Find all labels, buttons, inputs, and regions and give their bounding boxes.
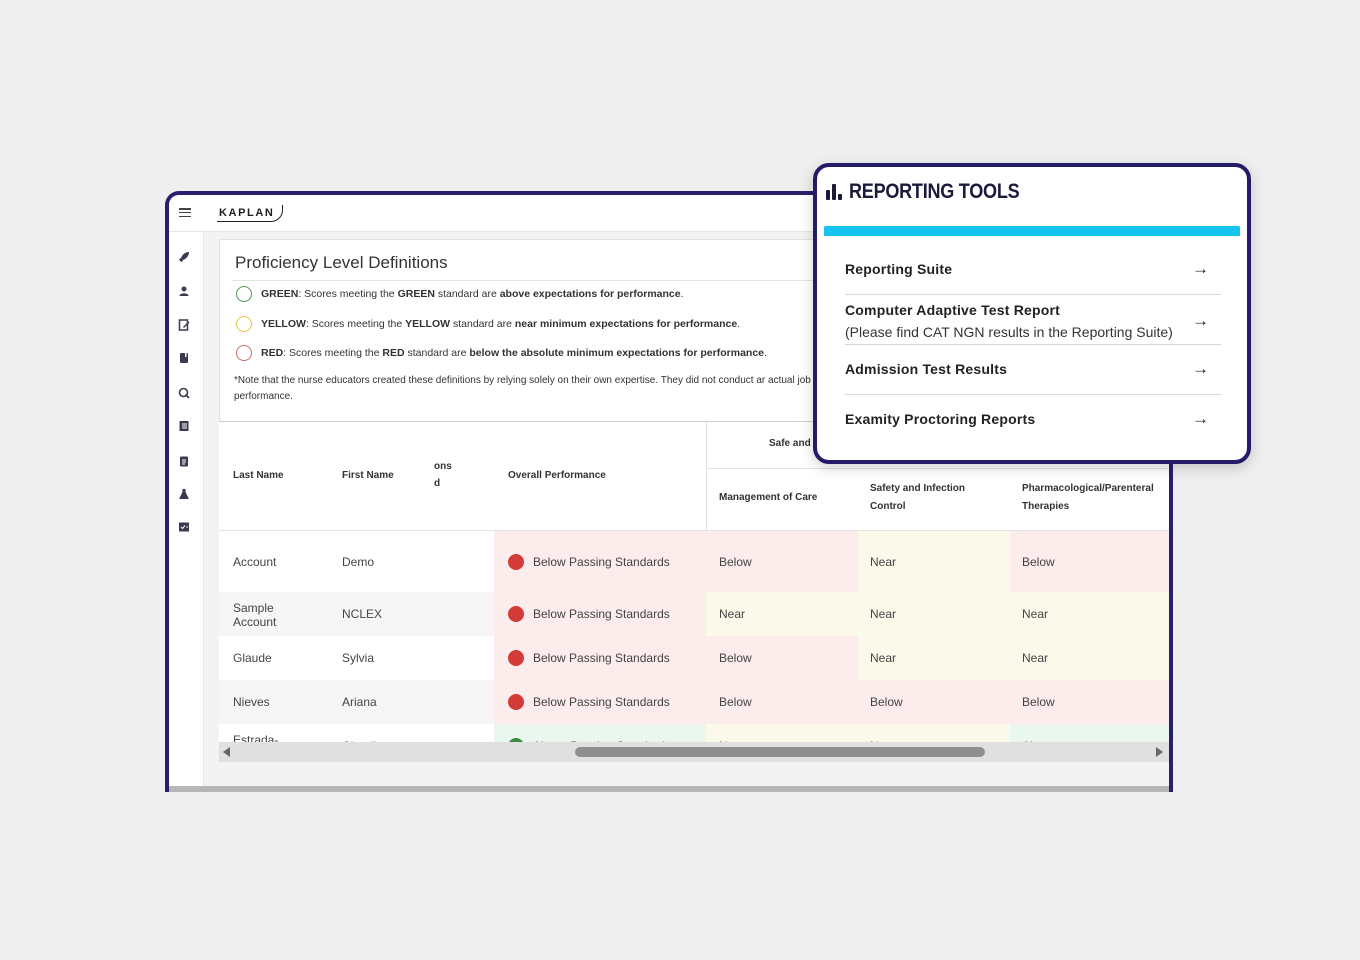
header-management-of-care[interactable]: Management of Care [719, 492, 818, 503]
admission-test-results-link[interactable]: Admission Test Results → [845, 359, 1209, 378]
cell-pharmacological: Near [1022, 651, 1049, 665]
main-content: Proficiency Level Definitions GREEN: Sco… [204, 232, 1169, 792]
cell-pharmacological: Near [1022, 607, 1049, 621]
cell-last-name: Sample Account [233, 601, 277, 629]
table-row[interactable]: Sample Account NCLEX Below Passing Standar… [219, 592, 1169, 636]
reporting-suite-link[interactable]: Reporting Suite → [845, 259, 1209, 278]
scroll-right-icon[interactable] [1156, 747, 1163, 757]
rocket-icon[interactable] [178, 251, 190, 263]
cell-pharmacological: Below [1022, 554, 1055, 569]
header-safety-infection[interactable]: Safety and Infection Control [870, 483, 966, 512]
cell-overall-performance: Below Passing Standards [533, 695, 670, 709]
cell-safety-infection: Near [870, 607, 897, 621]
flask-icon[interactable] [178, 488, 190, 500]
bottom-strip [169, 786, 1169, 792]
checklist-icon[interactable] [178, 521, 190, 533]
cell-first-name: Demo [342, 554, 375, 569]
red-status-dot-icon [508, 606, 524, 622]
page-title: Proficiency Level Definitions [235, 253, 448, 272]
kaplan-logo: KAPLAN [217, 205, 284, 222]
cell-last-name: Glaude [233, 651, 272, 665]
cell-management-of-care: Below [719, 554, 752, 569]
clipboard-icon[interactable] [178, 455, 190, 467]
hamburger-menu-icon[interactable] [179, 208, 191, 218]
cell-first-name: Sylvia [342, 651, 375, 665]
red-status-dot-icon [508, 553, 524, 570]
arrow-right-icon: → [1192, 409, 1209, 428]
header-partial-column[interactable]: ons d [434, 461, 452, 489]
header-first-name[interactable]: First Name [342, 470, 394, 481]
person-icon[interactable] [178, 285, 190, 297]
cell-safety-infection: Below [870, 695, 903, 709]
arrow-right-icon: → [1192, 359, 1209, 378]
table-row[interactable]: Glaude Sylvia Below Passing Standards Below… [219, 636, 1169, 680]
header-pharmacological[interactable]: Pharmacological/Parenteral Therapies [1022, 483, 1154, 512]
scroll-thumb[interactable] [575, 747, 985, 757]
red-status-dot-icon [508, 650, 524, 666]
reporting-tools-title: REPORTING TOOLS [849, 180, 1020, 203]
cat-report-link[interactable]: Computer Adaptive Test Report (Please fi… [845, 302, 1209, 340]
cell-safety-infection: Near [870, 651, 897, 665]
horizontal-scrollbar[interactable] [219, 742, 1169, 762]
cell-overall-performance: Below Passing Standards [533, 607, 670, 621]
accent-bar [824, 226, 1240, 236]
yellow-circle-icon [236, 316, 252, 332]
arrow-right-icon: → [1192, 259, 1209, 278]
cell-management-of-care: Below [719, 651, 752, 665]
arrow-right-icon: → [1192, 311, 1209, 330]
cell-overall-performance: Below Passing Standards [533, 554, 670, 569]
cell-last-name: Account [233, 554, 277, 569]
cell-overall-performance: Below Passing Standards [533, 651, 670, 665]
divider [845, 394, 1221, 395]
proficiency-definitions-card: Proficiency Level Definitions GREEN: Sco… [219, 239, 861, 423]
red-status-dot-icon [508, 694, 524, 710]
divider [845, 294, 1221, 295]
definitions-note: *Note that the nurse educators created t… [234, 375, 811, 402]
bar-chart-icon [826, 184, 842, 200]
cell-first-name: Ariana [342, 695, 377, 709]
green-circle-icon [236, 286, 252, 302]
cell-management-of-care: Near [719, 607, 746, 621]
reporting-tools-list: Reporting Suite → Computer Adaptive Test… [824, 236, 1240, 460]
cell-pharmacological: Below [1022, 695, 1055, 709]
table-row[interactable]: Nieves Ariana Below Passing Standards Below… [219, 680, 1169, 724]
cell-last-name: Nieves [233, 695, 270, 709]
divider [845, 344, 1221, 345]
header-overall-performance[interactable]: Overall Performance [508, 470, 606, 481]
divider [232, 280, 857, 281]
header-last-name[interactable]: Last Name [233, 470, 284, 481]
scroll-left-icon[interactable] [223, 747, 230, 757]
table-row[interactable]: Account Demo Below Passing Standards Below N… [219, 531, 1169, 592]
examity-proctoring-reports-link[interactable]: Examity Proctoring Reports → [845, 409, 1209, 428]
reporting-tools-panel: REPORTING TOOLS Reporting Suite → Comput… [813, 163, 1251, 464]
book-icon[interactable] [178, 352, 190, 364]
cell-management-of-care: Below [719, 695, 752, 709]
results-table: Last Name First Name ons d Overall Perfo… [219, 421, 1169, 762]
header-group-safe: Safe and [769, 438, 811, 449]
notes-icon[interactable] [178, 420, 190, 432]
search-q-icon[interactable] [178, 387, 190, 399]
cell-safety-infection: Near [870, 554, 897, 569]
edit-document-icon[interactable] [178, 319, 190, 331]
sidebar [169, 232, 204, 792]
cell-first-name: NCLEX [342, 607, 383, 621]
red-circle-icon [236, 345, 252, 361]
